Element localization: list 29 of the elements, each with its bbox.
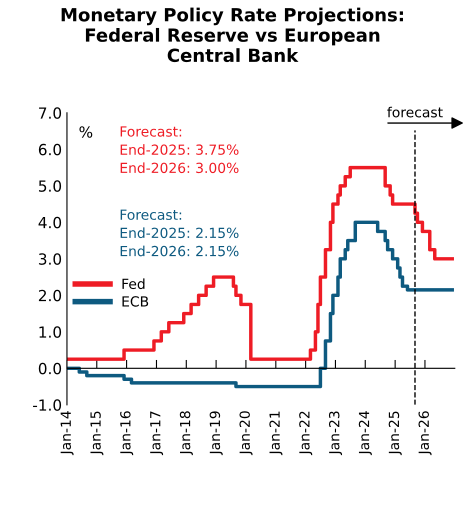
x-tick-label: Jan-20 (239, 411, 253, 456)
legend-label: ECB (122, 296, 148, 307)
chart-title: Monetary Policy Rate Projections: Federal Reserve vs European Central Bank (62, 8, 403, 62)
legend-label: Fed (122, 278, 144, 290)
x-tick-label: Jan-14 (60, 411, 74, 456)
y-tick-label: 4.0 (38, 216, 62, 228)
x-tick-label: Jan-25 (388, 412, 402, 456)
ref-line-label: forecast (387, 106, 443, 118)
annotation: Forecast: End-2025: 2.15% End-2026: 2.15% (120, 210, 239, 256)
y-tick-label: 6.0 (38, 144, 62, 156)
x-tick-label: Jan-22 (299, 412, 312, 456)
y-tick-label: 3.0 (38, 253, 62, 265)
y-tick-label: 1.0 (39, 326, 62, 338)
x-tick-label: Jan-17 (150, 412, 164, 456)
x-tick-label: Jan-19 (210, 411, 223, 456)
annotation: Forecast: End-2025: 3.75% End-2026: 3.00% (120, 126, 239, 174)
x-tick-label: Jan-26 (418, 411, 432, 456)
x-tick-label: Jan-15 (90, 412, 104, 456)
y-tick-label: 7.0 (39, 107, 62, 119)
y-tick-label: 5.0 (38, 180, 62, 192)
y-tick-label: 2.0 (38, 290, 62, 302)
x-tick-label: Jan-21 (269, 412, 282, 456)
x-tick-label: Jan-18 (180, 411, 193, 456)
x-tick-label: Jan-23 (328, 411, 342, 456)
x-tick-label: Jan-16 (120, 411, 134, 456)
y-tick-label: 0.0 (38, 362, 62, 374)
y-tick-label: -1.0 (33, 399, 62, 411)
y-axis-title: % (79, 126, 92, 138)
x-tick-label: Jan-24 (358, 411, 372, 456)
